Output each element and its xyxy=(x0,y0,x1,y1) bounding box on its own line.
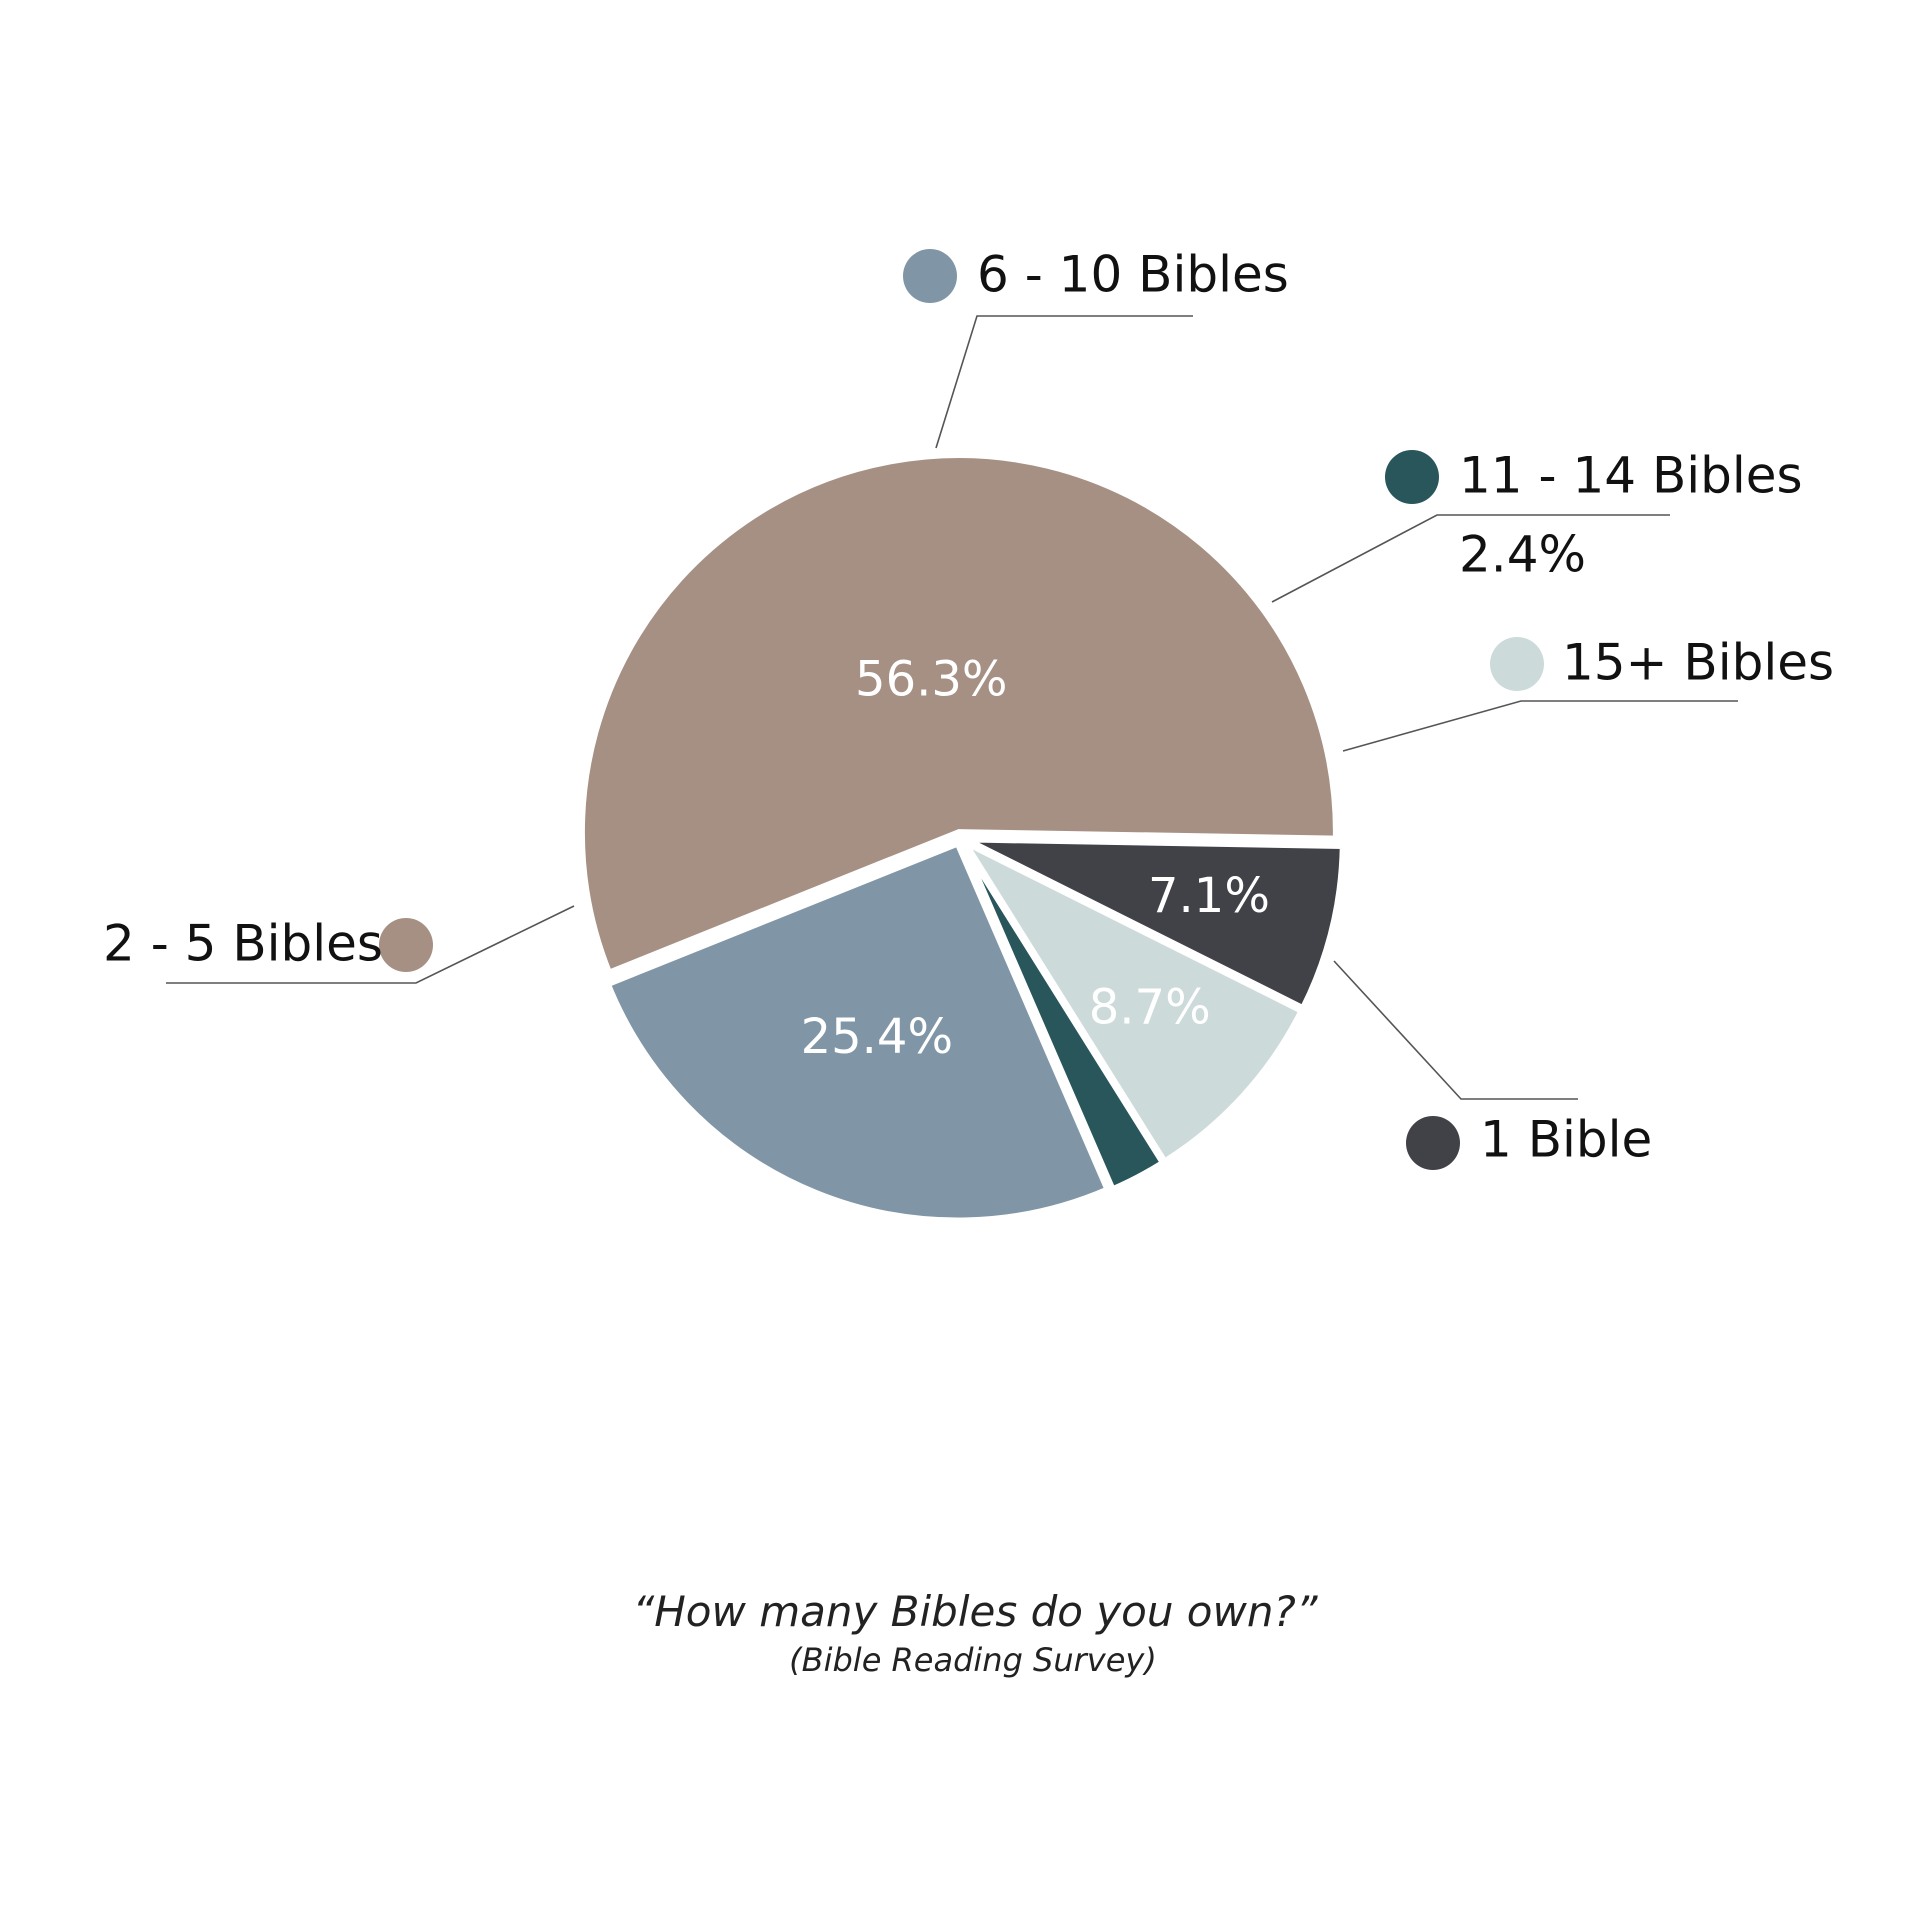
legend-label-11-14-bibles: 11 - 14 Bibles xyxy=(1459,447,1803,505)
slice-value-label-6-10-bibles: 25.4% xyxy=(801,1009,953,1065)
legend-dot-15plus-bibles xyxy=(1490,637,1544,691)
legend-dot-2-5-bibles xyxy=(379,918,433,972)
pie-slices xyxy=(578,452,1346,1224)
legend-label-15plus-bibles: 15+ Bibles xyxy=(1562,634,1834,692)
pie-slice-15-bibles xyxy=(956,834,1306,1166)
legend-dot-6-10-bibles xyxy=(903,249,957,303)
leader-line-11-14-bibles xyxy=(1271,514,1670,603)
slice-value-label-2-5-bibles: 56.3% xyxy=(855,651,1007,707)
legend-label-6-10-bibles: 6 - 10 Bibles xyxy=(977,246,1289,304)
chart-title: “How many Bibles do you own?” xyxy=(632,1587,1318,1636)
pie-slice-11-14-bibles xyxy=(960,841,1168,1194)
leader-line-2-5-bibles xyxy=(166,905,575,984)
pie-slice-6-10-bibles xyxy=(603,839,1112,1224)
chart-subtitle: (Bible Reading Survey) xyxy=(789,1641,1157,1679)
slice-value-labels: 7.1% 8.7% 25.4% 56.3% xyxy=(801,651,1270,1065)
leader-line-6-10-bibles xyxy=(935,315,1193,449)
value-label-11-14-bibles: 2.4% xyxy=(1459,526,1586,584)
legend-dot-1-bible xyxy=(1406,1116,1460,1170)
legend-dot-11-14-bibles xyxy=(1385,450,1439,504)
slice-value-label-15-bibles: 8.7% xyxy=(1089,979,1211,1035)
pie-slice-1-bible xyxy=(964,836,1346,1013)
leader-line-1-bible xyxy=(1333,960,1578,1100)
legend-label-1-bible: 1 Bible xyxy=(1480,1111,1652,1169)
slice-value-label-1-bible: 7.1% xyxy=(1148,868,1270,924)
pie-slice-2-5-bibles xyxy=(578,452,1339,977)
legend-label-2-5-bibles: 2 - 5 Bibles xyxy=(103,915,383,973)
leader-line-15plus-bibles xyxy=(1342,700,1738,752)
